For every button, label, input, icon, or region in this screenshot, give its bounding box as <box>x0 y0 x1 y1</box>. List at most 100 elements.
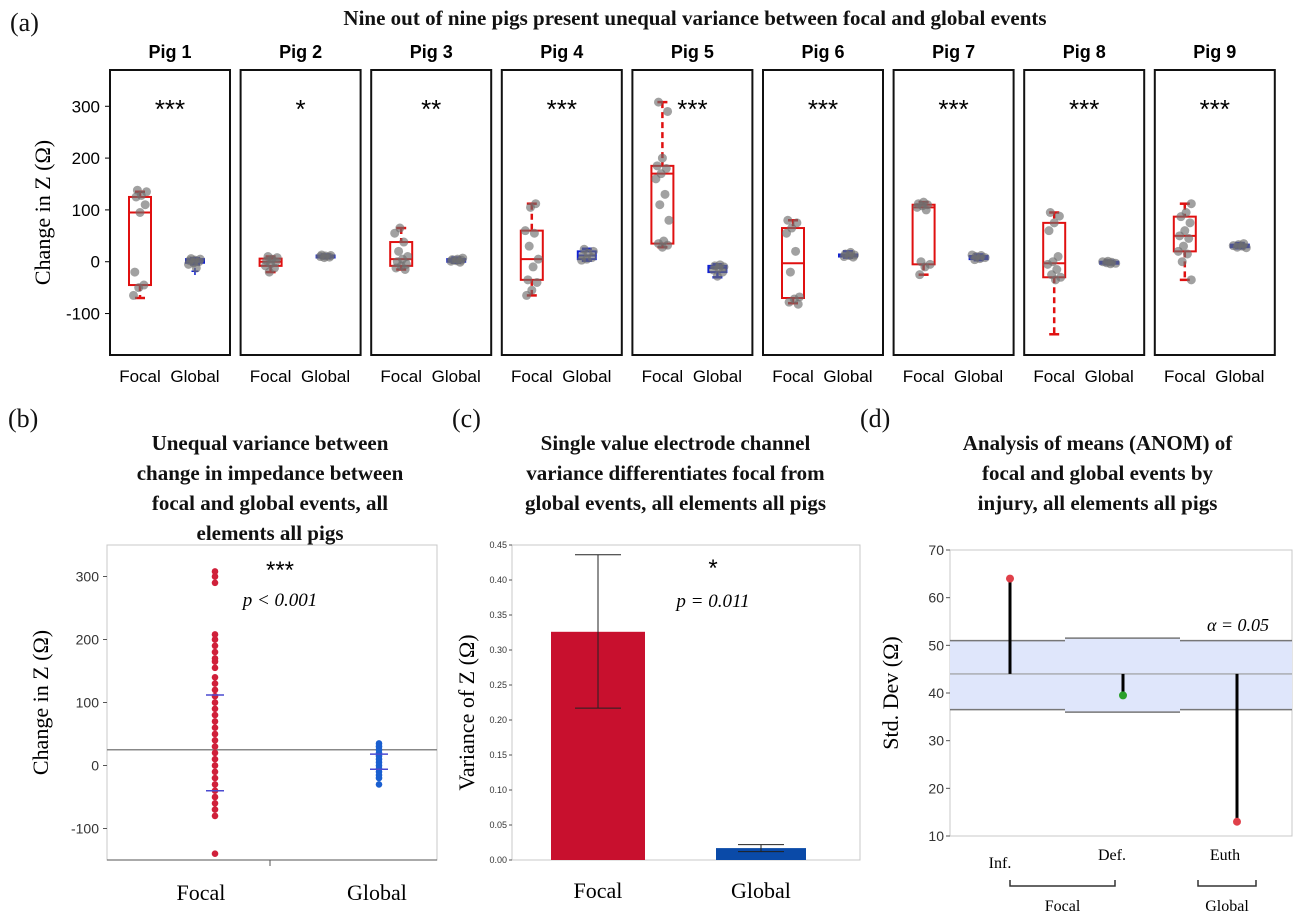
data-point-focal <box>211 636 219 643</box>
data-point <box>527 285 537 295</box>
data-point <box>967 250 977 260</box>
anom-point <box>1119 691 1127 700</box>
data-point <box>715 260 725 270</box>
data-point-focal <box>211 762 219 769</box>
y-tick-label: 0.15 <box>489 750 507 760</box>
data-point-focal <box>211 781 219 788</box>
p-value-annotation: p = 0.011 <box>674 591 749 612</box>
y-tick-label: 200 <box>76 632 100 648</box>
data-point <box>588 246 598 256</box>
pig-panel-frame <box>892 69 1015 356</box>
group-label: Global <box>1205 898 1249 915</box>
pig-panel-frame <box>1153 69 1276 356</box>
significance-stars: ** <box>421 94 441 124</box>
pig-panel-frame <box>762 69 884 356</box>
panel-label-b: (b) <box>8 404 39 433</box>
data-point <box>652 161 662 171</box>
data-point-focal <box>211 812 219 820</box>
y-tick-label: 0.05 <box>489 820 507 830</box>
data-point <box>520 226 530 236</box>
data-point-focal <box>211 699 219 706</box>
y-tick-label: 0.30 <box>489 645 507 655</box>
data-point-focal <box>211 749 219 757</box>
panel-b-title-line: Unequal variance between <box>151 431 389 455</box>
pig-title: Pig 8 <box>1063 42 1106 62</box>
data-point <box>1182 249 1192 259</box>
y-axis-label: Std. Dev (Ω) <box>878 636 903 750</box>
y-tick-label: -100 <box>71 821 99 837</box>
panel-d-anom: 10 20 30 40 50 60 70 Std. Dev (Ω) α = 0.05 Inf. De… <box>878 542 1293 915</box>
x-tick-label: Global <box>1085 367 1134 386</box>
data-point-focal <box>211 724 219 731</box>
x-tick-label: Focal <box>177 880 226 905</box>
pig-panel-frame <box>370 69 493 356</box>
anom-point <box>1006 574 1014 583</box>
y-axis-label: Change in Z (Ω) <box>28 630 53 775</box>
data-point-focal <box>211 774 219 782</box>
data-point-focal <box>211 705 219 713</box>
y-tick-label: 0 <box>91 758 99 774</box>
data-point-focal <box>211 737 219 744</box>
data-point <box>659 236 669 246</box>
data-point <box>129 290 138 300</box>
panel-c-title-line: variance differentiates focal from <box>526 461 825 485</box>
significance-stars: *** <box>1200 94 1230 124</box>
x-tick-label: Euth <box>1210 847 1240 864</box>
y-tick-label: 0 <box>91 253 100 272</box>
pig-title: Pig 1 <box>148 42 191 62</box>
significance-stars: *** <box>266 557 294 584</box>
data-point <box>139 280 149 290</box>
y-tick-label: 0.40 <box>489 575 507 585</box>
data-point <box>191 263 201 273</box>
pig-title: Pig 9 <box>1193 42 1236 62</box>
significance-stars: *** <box>1069 94 1099 124</box>
y-tick-label: 10 <box>928 828 944 844</box>
y-tick-label: 200 <box>72 149 100 168</box>
data-point-focal <box>211 664 219 672</box>
decision-band <box>950 638 1292 713</box>
significance-stars: *** <box>155 94 185 124</box>
y-tick-label: 0.25 <box>489 680 507 690</box>
data-point <box>399 237 409 247</box>
significance-stars: * <box>296 94 306 124</box>
data-point <box>1052 265 1062 274</box>
significance-stars: *** <box>808 94 838 124</box>
panel-b-title-line: change in impedance between <box>136 461 404 485</box>
y-tick-label: 0.20 <box>489 715 507 725</box>
pig-title: Pig 6 <box>801 42 844 62</box>
data-point <box>916 257 926 267</box>
data-point <box>317 250 327 260</box>
data-point <box>195 254 205 264</box>
x-tick-label: Focal <box>1033 367 1075 386</box>
data-point <box>1044 226 1054 236</box>
data-point <box>135 208 145 217</box>
panel-d-title-line: Analysis of means (ANOM) of <box>962 431 1233 455</box>
data-point <box>1180 226 1190 236</box>
data-point <box>1045 208 1055 217</box>
x-tick-label: Focal <box>642 367 684 386</box>
box-iqr <box>911 203 936 266</box>
data-point <box>795 292 804 302</box>
x-tick-label: Global <box>347 880 407 905</box>
data-point <box>1103 256 1113 266</box>
x-tick-label: Focal <box>1164 367 1206 386</box>
data-point <box>130 267 140 277</box>
y-axis-label: Variance of Z (Ω) <box>454 634 479 790</box>
data-point <box>660 189 670 199</box>
data-point <box>1184 233 1194 243</box>
x-tick-label: Focal <box>772 367 814 386</box>
y-tick-label: 0.00 <box>489 855 507 865</box>
data-point-focal <box>211 768 219 776</box>
anom-point <box>1233 817 1241 826</box>
data-point-focal <box>211 658 219 665</box>
pig-panel-frame <box>239 69 362 356</box>
significance-stars: *** <box>547 94 577 124</box>
data-point <box>458 253 468 263</box>
data-point <box>792 218 802 228</box>
pig-title: Pig 2 <box>279 42 322 62</box>
pig-panel-frame <box>631 69 754 356</box>
data-point-focal <box>211 573 219 580</box>
panel-label-d: (d) <box>860 404 891 433</box>
data-point-focal <box>211 686 219 694</box>
